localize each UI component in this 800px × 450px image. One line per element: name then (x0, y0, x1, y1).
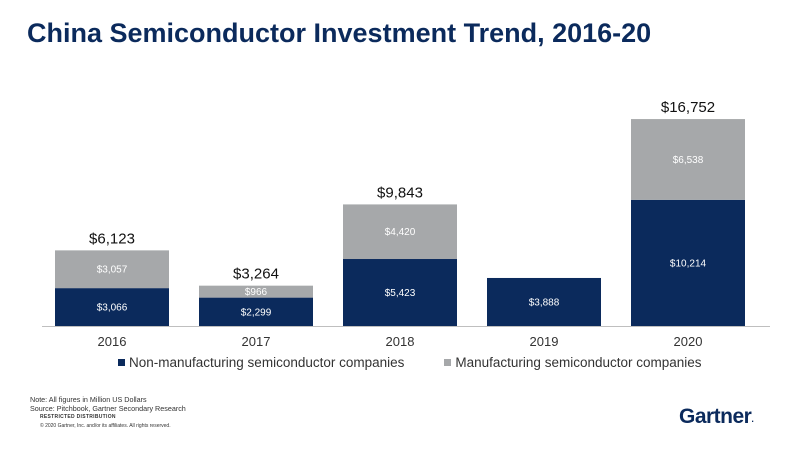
data-label-manufacturing-2018: $4,420 (385, 227, 416, 238)
chart-title: China Semiconductor Investment Trend, 20… (27, 18, 652, 48)
data-label-manufacturing-2020: $6,538 (673, 155, 704, 166)
legend-label-manufacturing: Manufacturing semiconductor companies (455, 355, 702, 370)
legend-swatch-non-manufacturing (118, 359, 125, 366)
data-label-manufacturing-2017: $966 (245, 287, 268, 298)
note-source: Source: Pitchbook, Gartner Secondary Res… (30, 404, 186, 413)
data-label-non-manufacturing-2016: $3,066 (97, 303, 128, 314)
bar-non-manufacturing-2020 (631, 199, 745, 326)
total-label-2020: $16,752 (661, 99, 715, 116)
x-tick-label-2017: 2017 (242, 334, 271, 349)
data-label-non-manufacturing-2019: $3,888 (529, 297, 560, 308)
x-tick-label-2019: 2019 (530, 334, 559, 349)
data-label-non-manufacturing-2017: $2,299 (241, 307, 272, 318)
restricted-distribution: RESTRICTED DISTRIBUTION (40, 414, 116, 420)
legend-item-non-manufacturing: Non-manufacturing semiconductor companie… (118, 355, 404, 370)
bar-manufacturing-2017 (199, 285, 313, 298)
x-tick-label-2020: 2020 (674, 334, 703, 349)
total-label-2016: $6,123 (89, 230, 135, 247)
total-label-2018: $9,843 (377, 184, 423, 201)
bar-non-manufacturing-2016 (55, 288, 169, 326)
note-units: Note: All figures in Million US Dollars (30, 395, 147, 404)
legend: Non-manufacturing semiconductor companie… (118, 355, 742, 370)
bar-manufacturing-2018 (343, 204, 457, 260)
logo-mark: . (751, 414, 754, 424)
footnotes: Note: All figures in Million US Dollars … (30, 395, 186, 431)
total-label-2017: $3,264 (233, 266, 279, 283)
data-label-non-manufacturing-2018: $5,423 (385, 288, 416, 299)
gartner-logo: Gartner. (679, 405, 754, 429)
bar-manufacturing-2020 (631, 119, 745, 200)
copyright: © 2020 Gartner, Inc. and/or its affiliat… (40, 423, 171, 429)
data-label-non-manufacturing-2020: $10,214 (670, 258, 707, 269)
bar-non-manufacturing-2017 (199, 297, 313, 326)
data-label-manufacturing-2016: $3,057 (97, 265, 128, 276)
legend-swatch-manufacturing (444, 359, 452, 366)
x-tick-label-2016: 2016 (98, 334, 127, 349)
bar-manufacturing-2016 (55, 250, 169, 289)
x-tick-label-2018: 2018 (386, 334, 415, 349)
legend-label-non-manufacturing: Non-manufacturing semiconductor companie… (129, 355, 405, 370)
legend-item-manufacturing: Manufacturing semiconductor companies (444, 355, 702, 370)
bar-non-manufacturing-2019 (487, 277, 601, 326)
bar-non-manufacturing-2018 (343, 259, 457, 326)
logo-text: Gartner (679, 405, 752, 428)
